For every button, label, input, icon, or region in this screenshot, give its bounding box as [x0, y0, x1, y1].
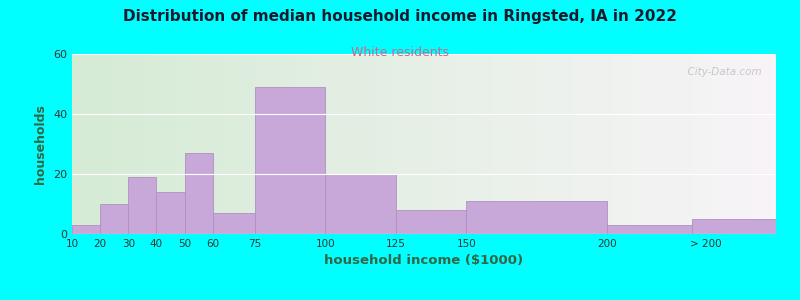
Bar	[396, 210, 466, 234]
Bar	[466, 201, 607, 234]
Bar	[128, 177, 157, 234]
Bar	[213, 213, 255, 234]
Bar	[100, 204, 128, 234]
Bar	[255, 87, 326, 234]
Bar	[72, 225, 100, 234]
Text: City-Data.com: City-Data.com	[682, 67, 762, 76]
Text: Distribution of median household income in Ringsted, IA in 2022: Distribution of median household income …	[123, 9, 677, 24]
Y-axis label: households: households	[34, 104, 47, 184]
Bar	[326, 174, 396, 234]
Bar	[157, 192, 185, 234]
Bar	[185, 153, 213, 234]
X-axis label: household income ($1000): household income ($1000)	[325, 254, 523, 267]
Bar	[691, 219, 776, 234]
Bar	[607, 225, 691, 234]
Text: White residents: White residents	[351, 46, 449, 59]
